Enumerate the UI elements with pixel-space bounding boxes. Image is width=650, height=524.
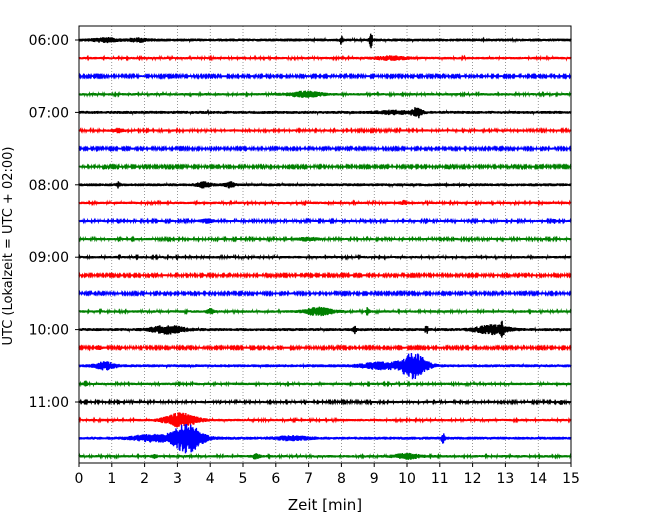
- y-tick-label: 11:00: [29, 395, 69, 411]
- x-tick-label: 11: [431, 471, 449, 487]
- x-tick-label: 5: [239, 471, 248, 487]
- x-tick-label: 14: [529, 471, 547, 487]
- trace-1115: [78, 412, 572, 428]
- x-tick-label: 2: [140, 471, 149, 487]
- trace-0745: [78, 163, 572, 171]
- trace-0715: [78, 126, 572, 135]
- y-tick-label: 07:00: [29, 105, 69, 121]
- trace-0845: [78, 235, 572, 243]
- trace-1000: [78, 320, 572, 338]
- trace-0645: [78, 90, 572, 98]
- x-tick-label: 13: [496, 471, 514, 487]
- trace-0800: [78, 181, 572, 189]
- x-gridlines: [111, 26, 539, 463]
- trace-1100: [78, 398, 572, 406]
- trace-0815: [78, 199, 572, 207]
- trace-0600: [78, 33, 572, 49]
- trace-0900: [78, 253, 572, 261]
- trace-1130: [78, 424, 572, 454]
- trace-0700: [78, 107, 572, 119]
- x-tick-label: 3: [173, 471, 182, 487]
- x-tick-label: 4: [206, 471, 215, 487]
- trace-0930: [78, 289, 572, 298]
- x-tick-label: 15: [562, 471, 580, 487]
- traces: [78, 33, 572, 460]
- x-axis-ticks: 0 1 2 3 4 5 6 7 8 9 10 11 12 13 14 15: [75, 463, 580, 487]
- y-tick-label: 08:00: [29, 178, 69, 194]
- trace-0945: [78, 306, 572, 317]
- y-axis-ticks: 06:00 07:00 08:00 09:00 10:00 11:00: [29, 33, 79, 411]
- trace-0915: [78, 271, 572, 279]
- x-tick-label: 9: [370, 471, 379, 487]
- y-tick-label: 06:00: [29, 33, 69, 49]
- x-tick-label: 1: [107, 471, 116, 487]
- trace-0730: [78, 144, 572, 153]
- x-tick-label: 8: [337, 471, 346, 487]
- y-tick-label: 10:00: [29, 323, 69, 339]
- trace-0630: [78, 72, 572, 80]
- trace-1015: [78, 344, 572, 352]
- x-tick-label: 6: [271, 471, 280, 487]
- x-tick-label: 10: [398, 471, 416, 487]
- y-tick-label: 09:00: [29, 250, 69, 266]
- x-tick-label: 7: [304, 471, 313, 487]
- trace-1145: [78, 452, 572, 460]
- x-tick-label: 0: [75, 471, 84, 487]
- trace-0615: [78, 54, 572, 62]
- trace-1045: [78, 380, 572, 388]
- plot-frame: [78, 25, 572, 464]
- x-axis-label: Zeit [min]: [288, 496, 362, 514]
- y-axis-label: UTC (Lokalzeit = UTC + 02:00): [1, 147, 16, 346]
- x-tick-label: 12: [464, 471, 482, 487]
- trace-1030: [78, 353, 572, 380]
- trace-0830: [78, 217, 572, 225]
